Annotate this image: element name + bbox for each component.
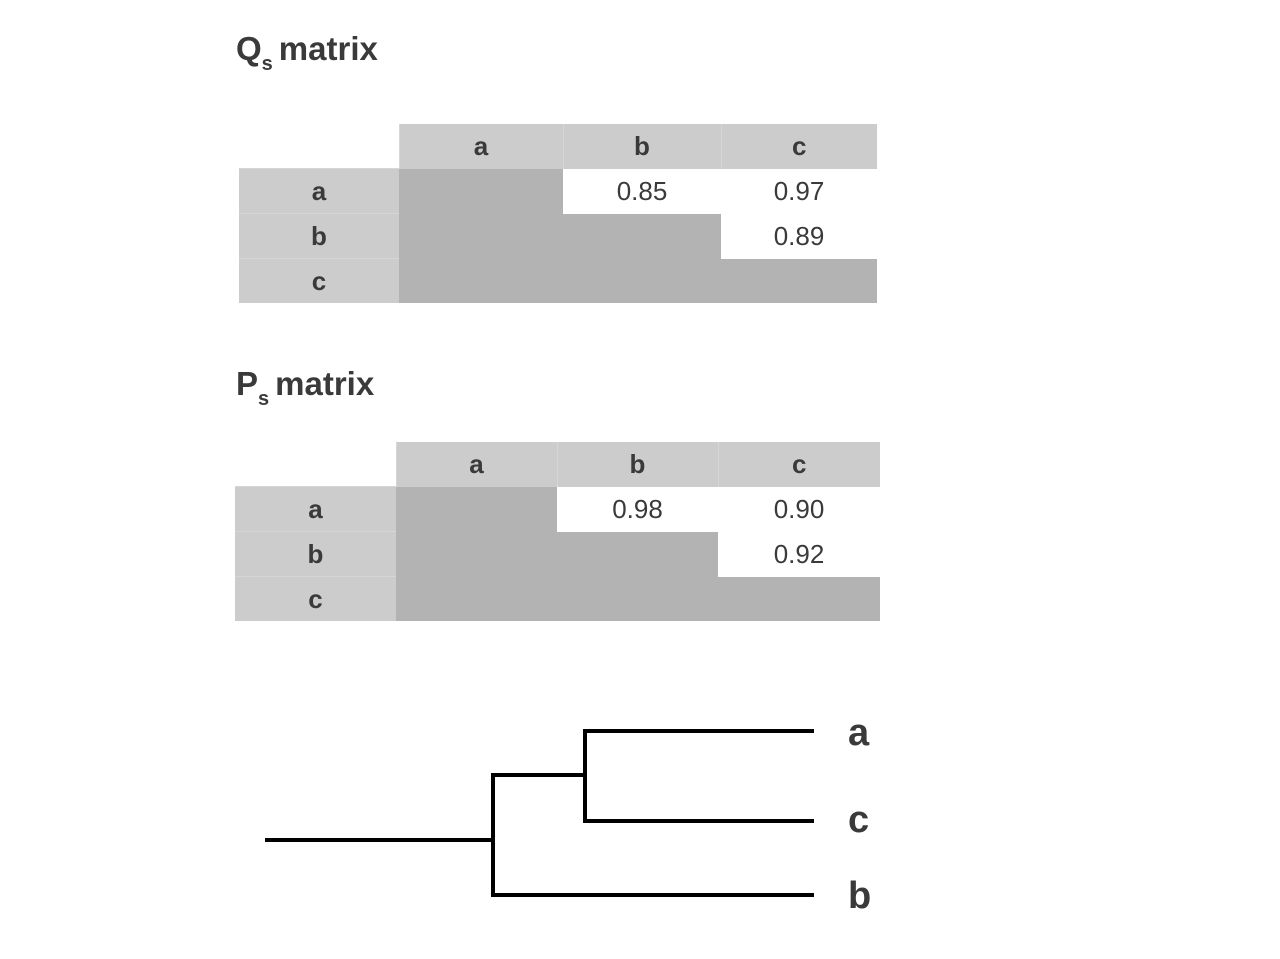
ps-row-header-a: a: [235, 486, 396, 532]
qs-cell-c-b: [563, 258, 721, 303]
ps-cell-c-c: [718, 576, 880, 621]
qs-title-word: matrix: [278, 30, 378, 67]
qs-cell-b-a: [399, 213, 563, 259]
qs-row-header-b: b: [239, 213, 399, 259]
qs-matrix-table: a b c a 0.85 0.97 b 0.89 c: [239, 124, 877, 303]
ps-cell-c-b: [557, 576, 718, 621]
ps-col-header-b: b: [556, 442, 718, 487]
ps-cell-c-a: [396, 576, 557, 621]
ps-cell-a-b: 0.98: [557, 486, 718, 532]
ps-cell-b-c: 0.92: [718, 531, 880, 577]
qs-cell-a-b: 0.85: [563, 168, 721, 214]
ps-col-header-a: a: [395, 442, 557, 487]
ps-col-header-c: c: [717, 442, 880, 487]
ps-corner-cell: [235, 442, 396, 487]
ps-title-word: matrix: [275, 365, 375, 402]
qs-cell-b-b: [563, 213, 721, 259]
qs-row-header-c: c: [239, 258, 399, 303]
ps-matrix-title: Ps matrix: [236, 365, 375, 409]
qs-cell-b-c: 0.89: [721, 213, 877, 259]
qs-cell-c-c: [721, 258, 877, 303]
ps-cell-b-a: [396, 531, 557, 577]
tree-leaf-label-b: b: [848, 875, 872, 917]
qs-cell-a-c: 0.97: [721, 168, 877, 214]
qs-title-letter: Q: [236, 30, 262, 67]
tree-leaf-label-c: c: [848, 799, 870, 841]
ps-row-header-b: b: [235, 531, 396, 577]
qs-corner-cell: [239, 124, 399, 169]
qs-title-subscript: s: [261, 53, 273, 75]
qs-row-header-a: a: [239, 168, 399, 214]
qs-cell-c-a: [399, 258, 563, 303]
qs-col-header-a: a: [398, 124, 563, 169]
qs-col-header-c: c: [720, 124, 877, 169]
ps-row-header-c: c: [235, 576, 396, 621]
ps-cell-a-a: [396, 486, 557, 532]
qs-matrix-title: Qs matrix: [236, 30, 378, 74]
ps-cell-a-c: 0.90: [718, 486, 880, 532]
ps-matrix-table: a b c a 0.98 0.90 b 0.92 c: [235, 442, 880, 621]
qs-cell-a-a: [399, 168, 563, 214]
ps-title-subscript: s: [258, 388, 270, 410]
qs-col-header-b: b: [562, 124, 721, 169]
ps-cell-b-b: [557, 531, 718, 577]
tree-leaf-label-a: a: [848, 712, 870, 754]
ps-title-letter: P: [236, 365, 259, 402]
